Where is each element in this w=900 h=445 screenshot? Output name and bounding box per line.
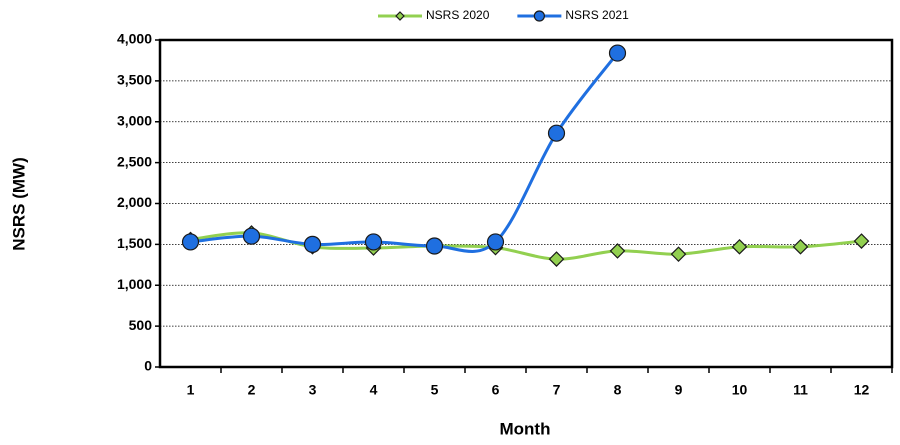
x-tick-label: 3 [309,382,317,398]
data-point [364,233,383,251]
y-axis-label: NSRS (MW) [9,157,28,250]
y-tick-label: 1,500 [117,235,152,251]
data-point [547,124,566,142]
legend-marker [533,10,545,22]
data-point [486,233,505,251]
legend-label: NSRS 2021 [565,8,629,22]
x-tick-label: 6 [492,382,500,398]
y-tick-label: 2,500 [117,153,152,169]
series-line [190,52,619,253]
data-point [181,233,200,251]
y-tick-label: 0 [144,358,152,374]
x-tick-label: 9 [675,382,683,398]
x-tick-label: 8 [614,382,622,398]
y-tick-label: 4,000 [117,31,152,47]
y-tick-label: 3,500 [117,72,152,88]
data-point [608,44,627,62]
y-tick-label: 3,000 [117,112,152,128]
data-point [670,246,687,263]
y-tick-label: 500 [129,317,153,333]
legend-label: NSRS 2020 [426,8,490,22]
x-tick-label: 11 [793,382,808,398]
data-point [242,227,261,245]
x-tick-label: 12 [854,382,870,398]
y-tick-label: 2,000 [117,194,152,210]
x-tick-label: 4 [370,382,378,398]
data-point [731,238,748,255]
data-point [853,233,870,249]
data-point [792,238,809,255]
x-tick-label: 7 [553,382,561,398]
legend-marker [395,11,405,21]
data-point [425,237,444,255]
x-tick-label: 10 [732,382,748,398]
x-tick-label: 2 [248,382,256,398]
data-point [609,243,626,259]
data-point [548,251,565,267]
x-axis-label: Month [500,419,551,438]
data-point [303,235,322,253]
x-tick-label: 1 [187,382,195,398]
y-tick-label: 1,000 [117,276,152,292]
x-tick-label: 5 [431,382,439,398]
plot-border [158,38,894,369]
series-line [190,231,862,261]
